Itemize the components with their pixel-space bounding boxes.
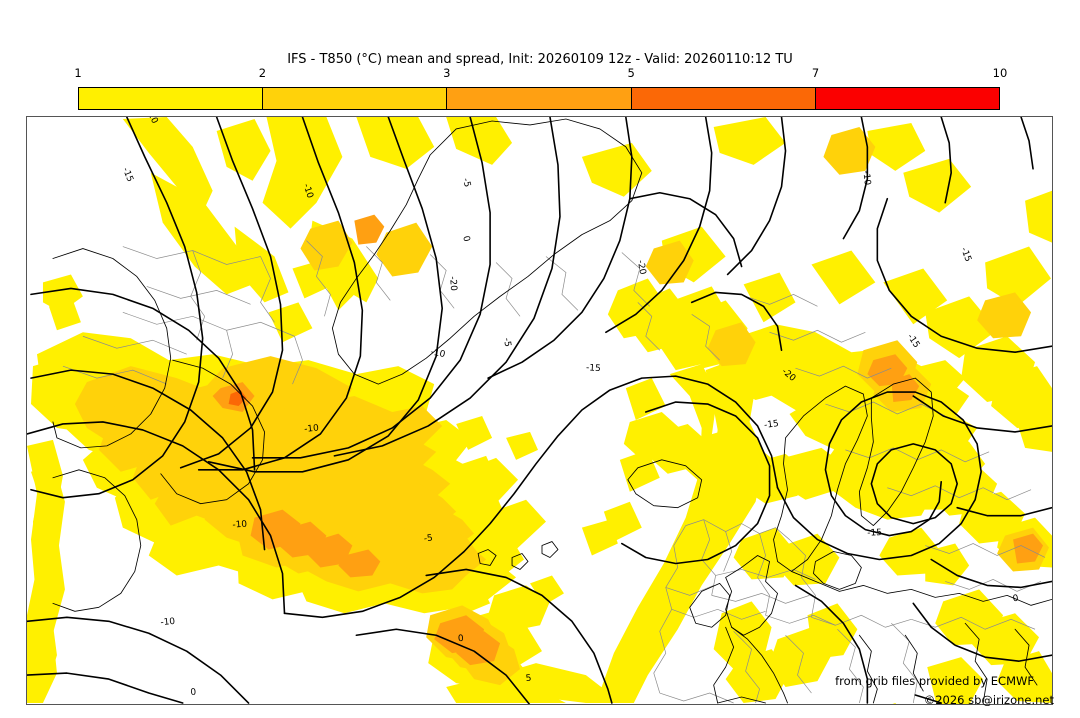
contour-label-15: -15 — [120, 166, 135, 183]
colorbar: 1 2 3 5 7 10 — [74, 66, 1007, 111]
map-plot: -15 -10 -5 0 -10 -20 -20 -20 -15 -5 -15 … — [27, 117, 1052, 704]
colorbar-segment-3-5 — [447, 88, 632, 109]
contour-label-0b: 0 — [458, 634, 465, 644]
contour-label-15b: -15 — [764, 419, 780, 431]
contour-label-5c: -5 — [423, 533, 433, 544]
contour-label-10c: -10 — [430, 347, 447, 360]
contour-labels-layer: -15 -10 -5 0 -10 -20 -20 -20 -15 -5 -15 … — [120, 117, 1019, 698]
colorbar-segment-2-3 — [263, 88, 448, 109]
colorbar-segment-5-7 — [631, 88, 816, 109]
map-canvas[interactable]: -15 -10 -5 0 -10 -20 -20 -20 -15 -5 -15 … — [26, 116, 1053, 705]
spread-band-5-7 — [228, 390, 247, 407]
colorbar-tick-2: 2 — [258, 66, 267, 80]
contour-label-0d: 0 — [1012, 594, 1019, 605]
contour-label-15f: -15 — [958, 246, 972, 263]
contour-label-10a: -10 — [301, 183, 315, 200]
contour-label-20a: -20 — [144, 117, 160, 126]
contour-label-20d: -20 — [635, 259, 647, 275]
spread-shading-layer — [27, 117, 1052, 704]
colorbar-tick-3: 3 — [443, 66, 451, 80]
contour-label-5a: -5 — [460, 177, 472, 188]
contour-label-15c: -15 — [905, 332, 921, 350]
contour-label-0a: 0 — [460, 235, 471, 243]
colorbar-segment-1-2 — [79, 88, 264, 109]
colorbar-gradient — [78, 87, 1000, 110]
copyright-attribution: ©2026 sb@irizone.net — [923, 693, 1054, 707]
page-title: IFS - T850 (°C) mean and spread, Init: 2… — [287, 52, 793, 67]
colorbar-tick-5: 5 — [627, 66, 635, 80]
colorbar-segment-7-10 — [815, 88, 1000, 109]
contour-lines-layer — [27, 117, 1052, 704]
colorbar-tick-1: 1 — [74, 66, 82, 80]
colorbar-tick-7: 7 — [811, 66, 820, 80]
contour-label-0c: 0 — [190, 688, 197, 698]
contour-label-20b: -20 — [447, 276, 458, 292]
colorbar-tick-10: 10 — [992, 66, 1008, 80]
data-source-attribution: from grib files provided by ECMWF — [835, 674, 1034, 688]
coastline-layer — [52, 118, 1052, 704]
contour-label-15d: -15 — [867, 528, 882, 538]
contour-label-10b: -10 — [860, 170, 872, 186]
colorbar-tick-labels: 1 2 3 5 7 10 — [74, 66, 1007, 86]
contour-label-5b: -5 — [501, 337, 512, 347]
contour-label-10e: -10 — [232, 520, 248, 531]
contour-label-5d: 5 — [525, 674, 532, 685]
contour-label-15e: -15 — [586, 363, 601, 374]
contour-label-10d: -10 — [304, 423, 320, 434]
contour-label-10f: -10 — [160, 617, 176, 628]
